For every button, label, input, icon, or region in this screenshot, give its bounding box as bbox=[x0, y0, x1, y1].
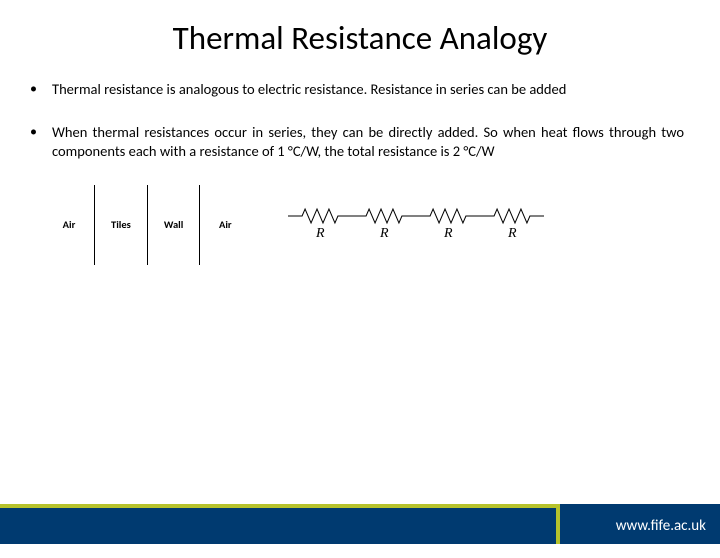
bullet-item: •When thermal resistances occur in serie… bbox=[30, 123, 684, 161]
bullet-list: •Thermal resistance is analogous to elec… bbox=[0, 80, 720, 161]
bullet-text: When thermal resistances occur in series… bbox=[52, 123, 684, 161]
footer-main bbox=[0, 508, 560, 544]
resistor-unit: R bbox=[416, 207, 480, 242]
thermal-layers: AirTilesWallAir bbox=[44, 185, 250, 265]
resistor-label: R bbox=[316, 226, 325, 242]
resistor-icon bbox=[480, 207, 544, 225]
layer-label: Air bbox=[200, 218, 250, 231]
diagram-row: AirTilesWallAir RRRR bbox=[0, 185, 720, 265]
resistor-label: R bbox=[508, 226, 517, 242]
resistor-unit: R bbox=[288, 207, 352, 242]
layer-label: Wall bbox=[148, 218, 199, 231]
resistor-icon bbox=[352, 207, 416, 225]
resistor-chain: RRRR bbox=[288, 207, 544, 242]
layer-label: Air bbox=[44, 218, 94, 231]
resistor-icon bbox=[288, 207, 352, 225]
bullet-mark: • bbox=[30, 123, 52, 161]
resistor-unit: R bbox=[480, 207, 544, 242]
bullet-item: •Thermal resistance is analogous to elec… bbox=[30, 80, 684, 99]
page-title: Thermal Resistance Analogy bbox=[0, 18, 720, 58]
layer-label: Tiles bbox=[95, 218, 147, 231]
footer-link: www.fife.ac.uk bbox=[560, 508, 720, 544]
footer-bar: www.fife.ac.uk bbox=[0, 508, 720, 544]
bullet-mark: • bbox=[30, 80, 52, 99]
resistor-unit: R bbox=[352, 207, 416, 242]
bullet-text: Thermal resistance is analogous to elect… bbox=[52, 80, 684, 99]
resistor-label: R bbox=[380, 226, 389, 242]
resistor-icon bbox=[416, 207, 480, 225]
resistor-label: R bbox=[444, 226, 453, 242]
